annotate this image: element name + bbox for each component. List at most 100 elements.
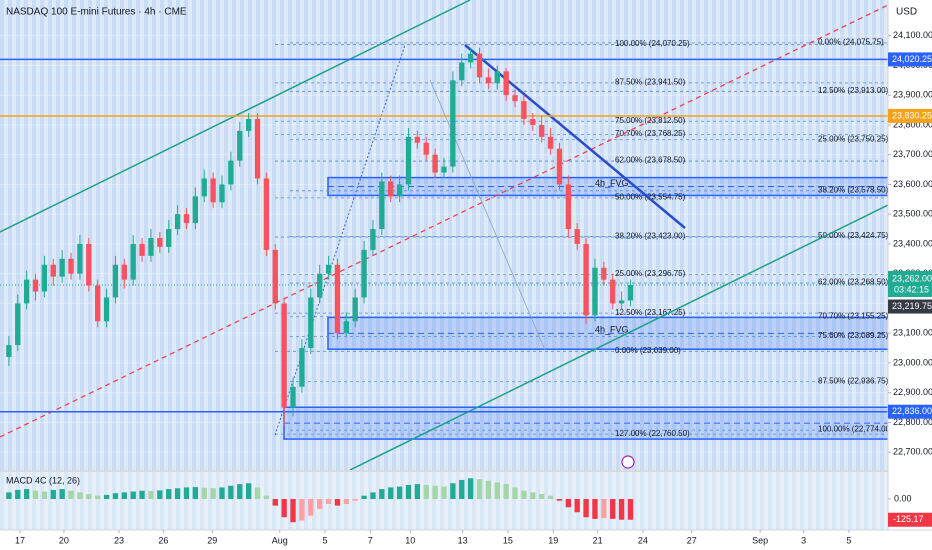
candle-body [157, 237, 163, 247]
candle-body [68, 258, 74, 274]
candle-body [192, 196, 199, 224]
candle-body [299, 348, 305, 387]
candle-body [228, 160, 234, 185]
candle-body [174, 214, 181, 230]
candle-body [325, 264, 332, 274]
macd-title: MACD 4C (12, 26) [6, 475, 80, 485]
event-icon[interactable] [621, 455, 635, 469]
candle-body [219, 184, 225, 203]
fib-label: 25.00% (23,750.25) [818, 134, 889, 143]
macd-bar [157, 490, 163, 500]
candle-body [121, 264, 127, 280]
y-tick-label: 23,700.00 [893, 149, 932, 159]
macd-bar [59, 489, 65, 500]
fib-label: 62.00% (23,268.50) [818, 278, 889, 287]
macd-bar [192, 487, 199, 500]
candle-body [627, 284, 634, 301]
macd-tick-label: 0.00 [894, 493, 912, 503]
macd-bar [174, 488, 181, 500]
candle-body [254, 118, 261, 179]
macd-bar [210, 488, 216, 500]
trend-line [464, 44, 686, 229]
price-badge [888, 108, 932, 123]
currency[interactable]: USD [896, 7, 917, 18]
fib-label: 127.00% (22,760.50) [615, 429, 690, 438]
y-tick-label: 22,800.00 [893, 417, 932, 427]
macd-bar [23, 489, 30, 500]
price-badge-label: 23,219.75 [892, 301, 932, 311]
x-tick-label: 5 [323, 535, 328, 545]
price-badge [888, 52, 932, 67]
candle-body [41, 264, 48, 292]
candle-body [539, 124, 545, 137]
x-tick-label: Aug [272, 535, 288, 545]
macd-bar [299, 499, 305, 521]
candle-body [503, 71, 509, 96]
macd-bar [139, 490, 145, 500]
candle-body [432, 154, 438, 173]
candle-body [547, 136, 554, 149]
macd-bar [467, 478, 474, 500]
candle-body [601, 267, 607, 280]
candle-body [414, 136, 421, 143]
candle-body [272, 249, 278, 304]
candle-body [23, 279, 30, 304]
macd-bar [130, 491, 136, 500]
x-tick-label: 24 [638, 535, 648, 545]
macd-bar [494, 482, 500, 500]
countdown: 03:42:15 [894, 284, 929, 294]
candle-body [86, 243, 92, 286]
fib-label: 87.50% (22,936.75) [818, 376, 889, 385]
fib-label: 0.00% (23,039.00) [615, 346, 681, 355]
price-badge [888, 299, 932, 314]
price-badge-label: 24,020.25 [892, 54, 932, 64]
macd-bar [121, 492, 127, 500]
candle-body [50, 264, 56, 277]
macd-bar [583, 499, 589, 518]
fib-label: 100.00% (24,070.25) [615, 39, 690, 48]
y-tick-label: 23,900.00 [893, 90, 932, 100]
macd-bar [219, 487, 225, 500]
macd-bar [77, 492, 83, 500]
macd-bar [601, 499, 607, 519]
macd-bar [441, 486, 447, 500]
macd-pane-background [0, 472, 888, 530]
macd-bar [627, 499, 634, 520]
x-tick-label: 15 [503, 535, 513, 545]
candle-body [245, 118, 252, 131]
macd-bar [476, 479, 483, 500]
fib-label: 75.60% (23,089.25) [818, 331, 889, 340]
fib-label: 50.00% (23,554.75) [615, 193, 686, 202]
macd-bar [41, 491, 48, 500]
candle-body [210, 178, 216, 203]
price-badge-label: 23,830.25 [892, 110, 932, 120]
macd-bar [334, 499, 341, 506]
macd-bar [263, 495, 270, 500]
x-tick-label: 19 [548, 535, 558, 545]
candle-body [32, 279, 39, 292]
macd-badge-label: -125.17 [893, 514, 924, 524]
fibonacci: 100.00% (24,070.25) 87.50% (23,941.50) 75.… [275, 38, 889, 438]
macd-bar [281, 499, 287, 518]
candle-body [388, 181, 394, 197]
candle-body [361, 249, 367, 298]
macd-bar [432, 485, 438, 500]
x-tick-label: 13 [458, 535, 468, 545]
y-tick-label: 23,800.00 [893, 119, 932, 129]
fib-label: 12.50% (23,913.00) [818, 86, 889, 95]
macd-bar [521, 490, 527, 500]
candle-body [396, 184, 403, 197]
macd-bar [237, 484, 243, 500]
candle-body [610, 279, 616, 304]
candle-body [574, 229, 580, 244]
levels [0, 58, 888, 413]
x-tick-label: 21 [593, 535, 603, 545]
macd-badge [888, 512, 932, 527]
x-tick-label: 29 [207, 535, 217, 545]
macd-bar [539, 494, 545, 500]
candle-body [467, 53, 474, 63]
price-badge [888, 404, 932, 419]
macd-bar [254, 487, 261, 500]
x-tick-label: 10 [405, 535, 415, 545]
